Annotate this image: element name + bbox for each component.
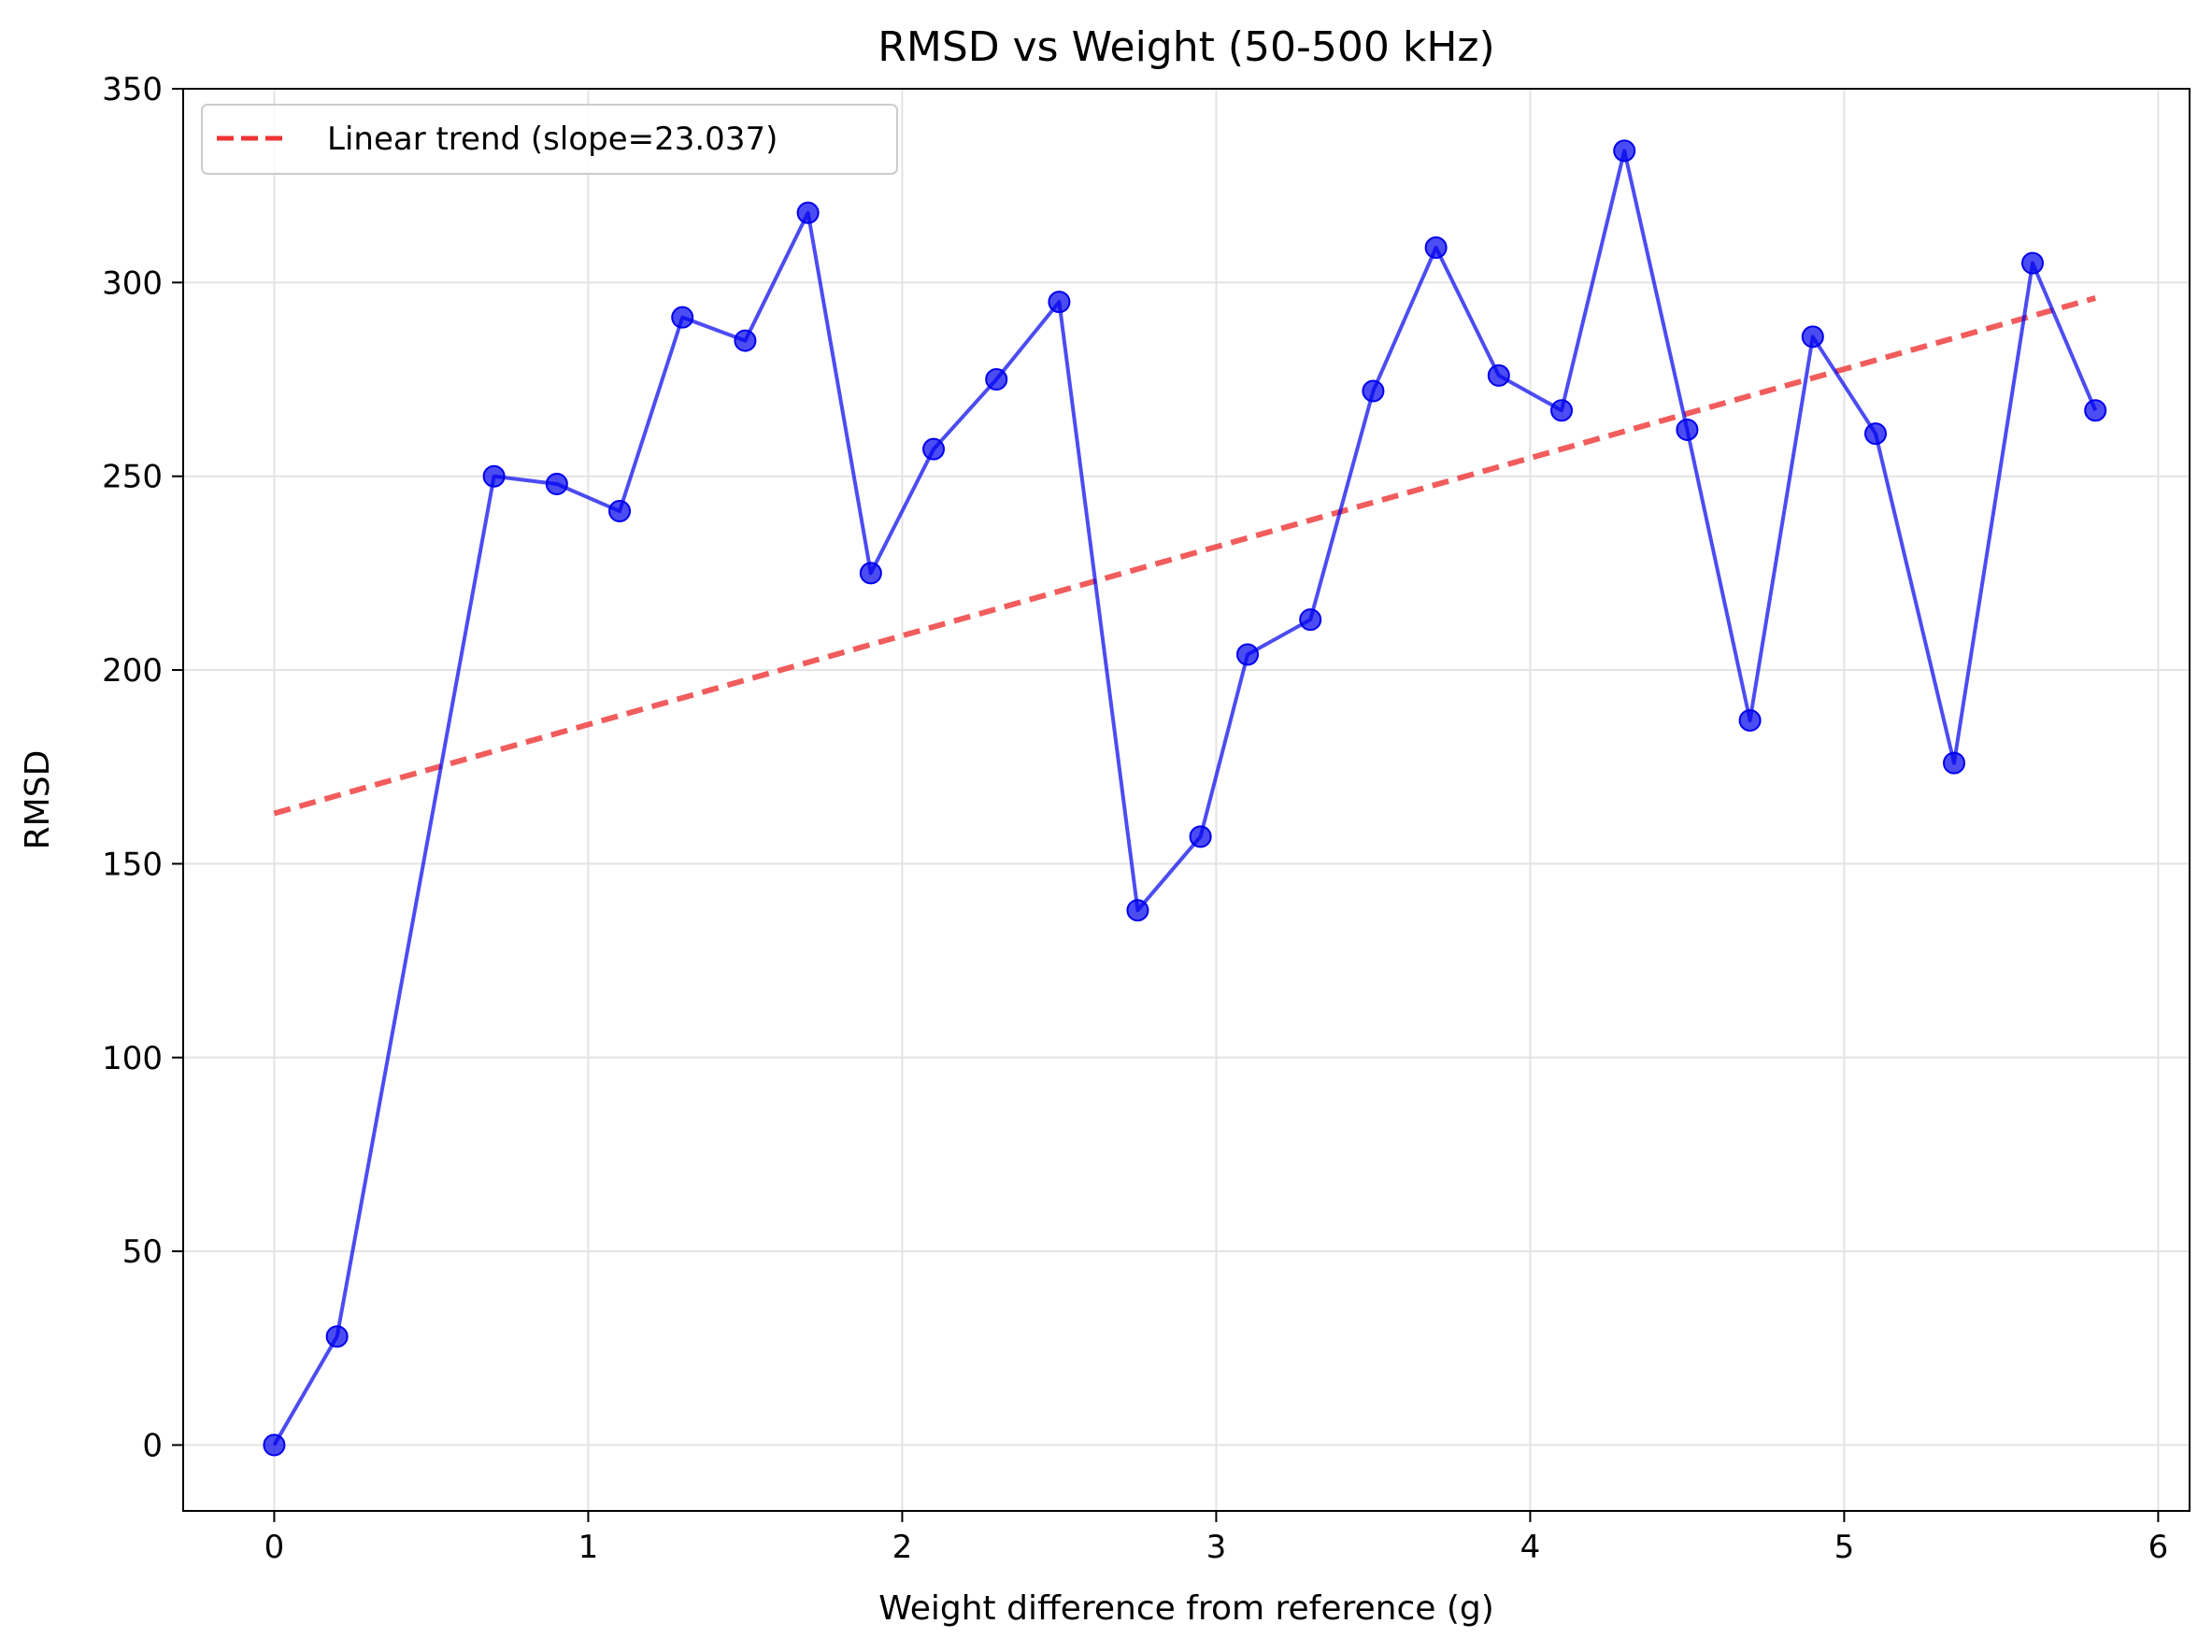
trend-line-layer — [273, 295, 2097, 817]
data-point — [796, 201, 820, 224]
x-tick-label: 0 — [264, 1529, 285, 1566]
data-point — [325, 1325, 349, 1348]
axis-ticks: 0 1 2 3 4 5 6 0 50 100 150 200 250 300 350 — [102, 71, 2168, 1566]
x-tick-label: 2 — [892, 1529, 913, 1566]
data-point — [1738, 708, 1762, 732]
legend-box — [201, 104, 898, 175]
data-point — [734, 329, 757, 352]
x-tick-label: 3 — [1206, 1529, 1227, 1566]
data-point — [1943, 751, 1966, 775]
data-point — [922, 437, 946, 461]
data-point — [1676, 418, 1699, 441]
plot-frame — [182, 88, 2191, 1512]
data-point — [1550, 399, 1574, 422]
data-point — [545, 473, 568, 496]
data-point — [1189, 825, 1212, 848]
y-tick-label: 300 — [102, 264, 163, 302]
y-tick-label: 150 — [102, 846, 163, 883]
data-point — [1864, 422, 1888, 446]
data-point — [1236, 643, 1260, 666]
data-point — [608, 500, 632, 523]
data-point — [1613, 139, 1636, 163]
legend: Linear trend (slope=23.037) — [201, 104, 898, 175]
trend-line — [273, 295, 2097, 817]
data-point — [2021, 251, 2045, 275]
data-point — [482, 464, 506, 488]
data-point — [1299, 608, 1322, 632]
x-tick-label: 5 — [1834, 1529, 1855, 1566]
data-point — [1487, 363, 1510, 387]
data-series-layer — [263, 139, 2107, 1457]
data-point — [1126, 899, 1149, 922]
data-point — [1424, 236, 1448, 260]
data-point — [1362, 379, 1385, 403]
y-tick-label: 50 — [122, 1233, 163, 1271]
x-tick-label: 4 — [1520, 1529, 1541, 1566]
y-axis-label: RMSD — [19, 750, 57, 850]
data-point — [1801, 325, 1824, 349]
grid — [183, 88, 2190, 1511]
data-point — [1048, 291, 1071, 314]
series-line — [272, 149, 2098, 1446]
chart-title: RMSD vs Weight (50-500 kHz) — [878, 23, 1494, 71]
y-tick-label: 200 — [102, 652, 163, 690]
data-point — [671, 306, 694, 329]
data-point — [859, 562, 882, 585]
y-tick-label: 350 — [102, 71, 163, 108]
y-tick-label: 100 — [102, 1040, 163, 1077]
y-tick-label: 250 — [102, 459, 163, 496]
data-point — [263, 1433, 286, 1457]
legend-label-trend: Linear trend (slope=23.037) — [327, 121, 778, 158]
data-point — [2084, 399, 2107, 422]
x-axis-label: Weight difference from reference (g) — [878, 1589, 1494, 1628]
x-tick-label: 6 — [2148, 1529, 2169, 1566]
data-point — [985, 368, 1008, 392]
y-tick-label: 0 — [142, 1427, 163, 1464]
x-tick-label: 1 — [578, 1529, 599, 1566]
